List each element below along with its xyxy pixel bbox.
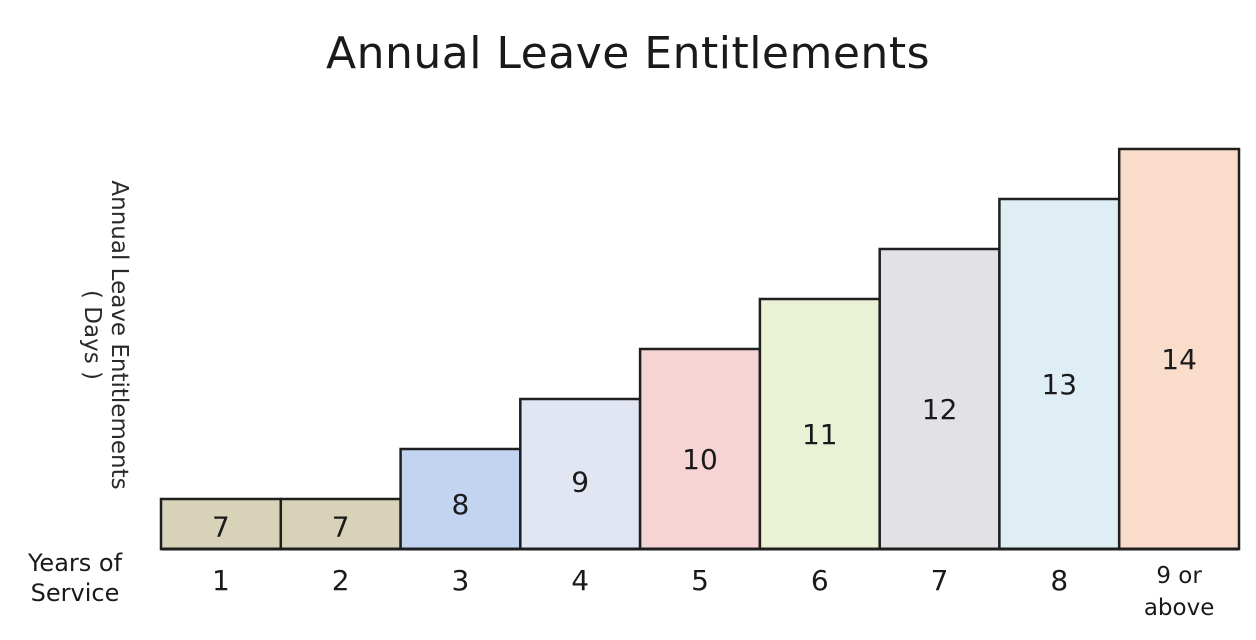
bar-6	[758, 297, 881, 551]
bar-7	[878, 247, 1001, 551]
bar-9	[1117, 147, 1241, 551]
x-axis-label-line-2: Service	[30, 579, 120, 607]
x-tick-label-8: 8	[1050, 564, 1068, 597]
x-tick-label-6: 6	[811, 564, 829, 597]
x-tick-label-7: 7	[931, 564, 949, 597]
x-tick-label-9: 9 or above	[1144, 563, 1215, 621]
bar-labels-group: 7 7 8 9 10 11 12 13 14	[212, 343, 1197, 544]
bar-value-label-2: 7	[332, 511, 350, 544]
bar-value-label-5: 10	[682, 443, 718, 476]
x-axis-label-line-1: Years of	[27, 549, 123, 577]
x-tick-label-9-line-2: above	[1144, 595, 1215, 621]
x-tick-label-2: 2	[332, 564, 350, 597]
x-tick-labels-group: 1 2 3 4 5 6 7 8 9 or above	[212, 563, 1214, 621]
x-tick-label-4: 4	[571, 564, 589, 597]
x-tick-label-1: 1	[212, 564, 230, 597]
bar-value-label-3: 8	[451, 488, 469, 521]
x-tick-label-5: 5	[691, 564, 709, 597]
x-tick-label-9-line-1: 9 or	[1156, 563, 1202, 589]
bar-value-label-6: 11	[802, 418, 838, 451]
bars-group	[159, 147, 1241, 551]
bar-value-label-1: 7	[212, 511, 230, 544]
x-tick-label-3: 3	[451, 564, 469, 597]
chart-title: Annual Leave Entitlements	[325, 28, 930, 79]
bar-value-label-7: 12	[922, 393, 958, 426]
x-axis-label: Years of Service	[10, 548, 140, 608]
bar-value-label-4: 9	[571, 466, 589, 499]
bar-8	[998, 197, 1121, 551]
bar-value-label-9: 14	[1161, 343, 1197, 376]
bar-value-label-8: 13	[1041, 368, 1077, 401]
